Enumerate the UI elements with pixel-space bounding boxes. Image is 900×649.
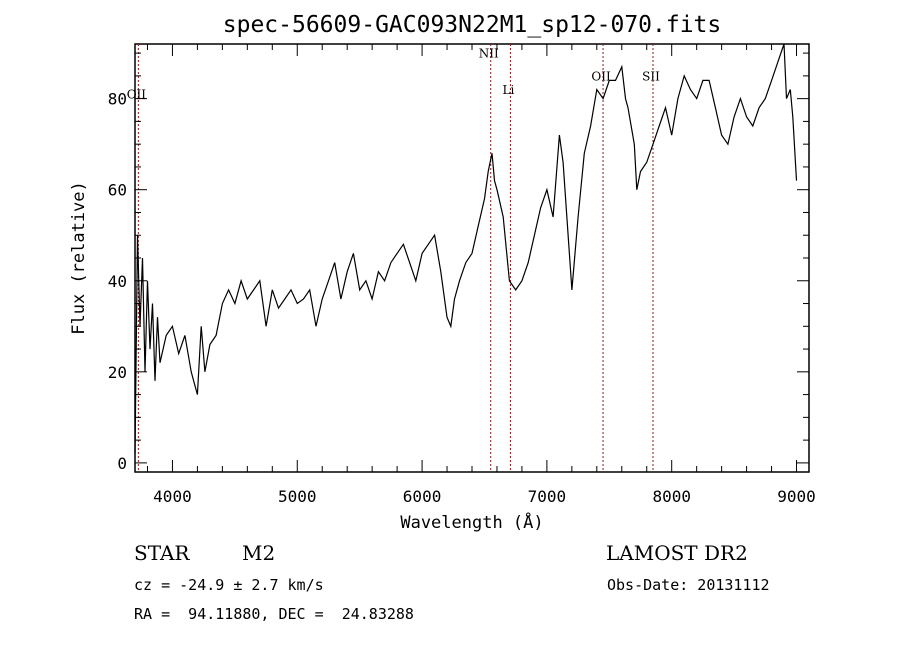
x-tick-label-1: 5000 [278, 487, 317, 506]
redshift-velocity: cz = -24.9 ± 2.7 km/s [134, 576, 324, 594]
y-tick-label-2: 40 [108, 272, 127, 291]
x-tick-label-5: 9000 [777, 487, 816, 506]
x-tick-label-4: 8000 [652, 487, 691, 506]
plot-frame [134, 43, 810, 473]
chart-title: spec-56609-GAC093N22M1_sp12-070.fits [223, 12, 722, 38]
observation-date: Obs-Date: 20131112 [607, 576, 770, 594]
info-block: STAR M2 LAMOST DR2 cz = -24.9 ± 2.7 km/s… [134, 541, 770, 623]
spectrum-series-line [134, 43, 798, 454]
marker-label-2: Li [503, 83, 515, 97]
marker-label-3: OII [591, 69, 611, 83]
x-tick-label-2: 6000 [403, 487, 442, 506]
survey-name: LAMOST DR2 [606, 541, 748, 565]
y-tick-label-0: 0 [117, 454, 127, 473]
marker-label-0: OII [127, 88, 147, 102]
plot-area: OII NII Li OII SII 4000 5000 6000 7000 8000 9000 0… [108, 43, 816, 506]
marker-label-4: SII [642, 69, 660, 83]
axis-ticks: 4000 5000 6000 7000 8000 9000 0 20 40 60 80 [108, 44, 816, 506]
object-subclass: M2 [242, 541, 275, 565]
y-tick-label-3: 60 [108, 181, 127, 200]
object-class: STAR [134, 541, 190, 565]
y-tick-label-1: 20 [108, 363, 127, 382]
marker-label-1: NII [479, 47, 499, 61]
y-tick-label-4: 80 [108, 90, 127, 109]
x-tick-label-3: 7000 [528, 487, 567, 506]
y-axis-label: Flux (relative) [69, 181, 89, 335]
x-tick-label-0: 4000 [153, 487, 192, 506]
x-axis-label: Wavelength (Å) [400, 511, 543, 533]
ra-dec-coordinates: RA = 94.11880, DEC = 24.83288 [134, 605, 414, 623]
